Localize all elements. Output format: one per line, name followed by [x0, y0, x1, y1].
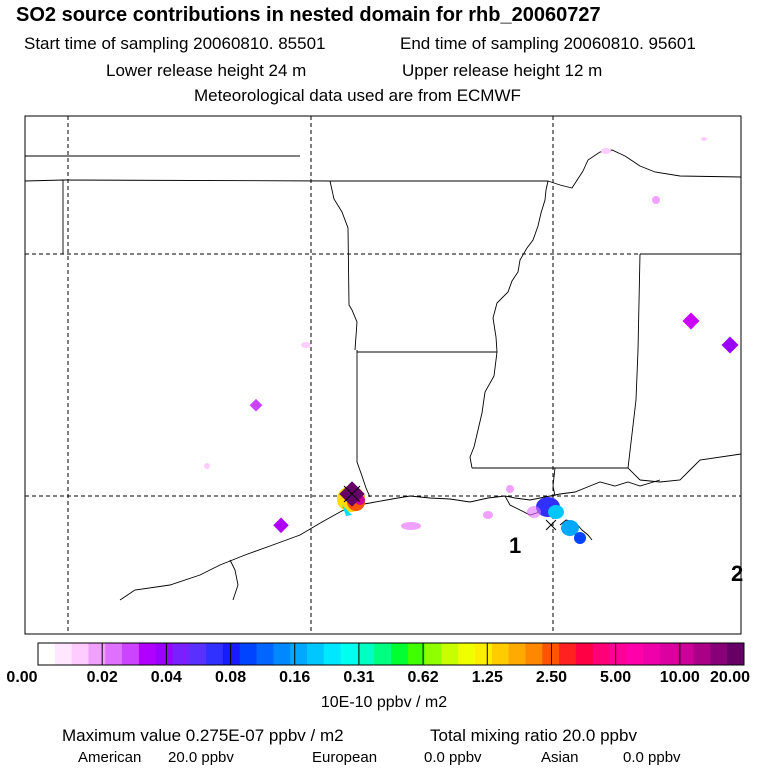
colorbar-tick-label: 5.00 — [600, 669, 632, 686]
colorbar-tick-label: 2.50 — [535, 669, 568, 686]
colorbar-swatch — [458, 643, 476, 665]
colorbar-tick-label: 0.08 — [214, 669, 247, 686]
marker-2-label: 2 — [731, 561, 744, 586]
colorbar-swatch — [609, 643, 627, 665]
colorbar-frame — [37, 642, 745, 666]
colorbar-swatch — [71, 643, 89, 665]
colorbar-swatch — [407, 643, 426, 665]
colorbar-swatch — [105, 643, 123, 665]
colorbar-tick-label: 0.62 — [407, 669, 439, 686]
european-value: 0.0 ppbv — [424, 749, 482, 766]
map-title: SO2 source contributions in nested domai… — [16, 4, 601, 26]
colorbar-swatch — [441, 643, 459, 665]
graticule — [25, 116, 741, 634]
colorbar-tick-label: 0.31 — [343, 669, 375, 686]
colorbar-swatch — [256, 643, 274, 665]
colorbar-swatch — [273, 643, 291, 665]
asian-value: 0.0 ppbv — [623, 749, 681, 766]
colorbar-swatch — [475, 643, 493, 665]
colorbar-swatch — [424, 643, 442, 665]
colorbar-tick-label: 0.00 — [6, 669, 38, 686]
american-value: 20.0 ppbv — [168, 749, 234, 766]
colorbar-swatch — [138, 643, 157, 665]
colorbar-swatch — [172, 643, 190, 665]
map-frame — [24, 115, 742, 635]
colorbar-swatch — [559, 643, 577, 665]
colorbar-swatch — [643, 643, 661, 665]
european-label: European — [312, 749, 378, 766]
colorbar-swatch — [491, 643, 510, 665]
colorbar-swatch — [659, 643, 678, 665]
colorbar-swatch — [206, 643, 224, 665]
total-mixing-ratio: Total mixing ratio 20.0 ppbv — [430, 726, 637, 745]
colorbar-swatch — [592, 643, 611, 665]
colorbar-tick-label: 0.02 — [86, 669, 118, 686]
colorbar-tick-label: 1.25 — [471, 669, 503, 686]
colorbar-tick-label: 0.16 — [279, 669, 311, 686]
colorbar-swatch — [189, 643, 207, 665]
asian-label: Asian — [541, 749, 579, 766]
colorbar — [37, 642, 745, 666]
colorbar-swatch — [323, 643, 342, 665]
american-label: American — [78, 749, 142, 766]
colorbar-swatch — [525, 643, 543, 665]
colorbar-swatch — [710, 643, 728, 665]
sampling-end: End time of sampling 20060810. 95601 — [400, 34, 696, 53]
colorbar-swatch — [38, 643, 56, 665]
colorbar-swatch — [542, 643, 560, 665]
colorbar-swatch — [693, 643, 711, 665]
colorbar-swatch — [155, 643, 173, 665]
colorbar-swatch — [54, 643, 73, 665]
colorbar-tick-label: 0.04 — [150, 669, 182, 686]
sampling-start: Start time of sampling 20060810. 85501 — [24, 34, 326, 53]
colorbar-swatch — [122, 643, 140, 665]
colorbar-swatch — [508, 643, 526, 665]
colorbar-swatch — [575, 643, 594, 665]
colorbar-swatch — [626, 643, 644, 665]
colorbar-tick-label: 20.00 — [709, 669, 751, 686]
colorbar-swatch — [676, 643, 695, 665]
state-borders — [24, 149, 742, 498]
marker-1-label: 1 — [509, 533, 522, 558]
release-lower: Lower release height 24 m — [106, 61, 307, 80]
colorbar-swatch — [222, 643, 241, 665]
colorbar-swatch — [357, 643, 375, 665]
colorbar-swatch — [391, 643, 409, 665]
colorbar-swatch — [239, 643, 258, 665]
colorbar-swatch — [727, 643, 745, 665]
colorbar-swatch — [340, 643, 358, 665]
colorbar-swatch — [88, 643, 106, 665]
colorbar-swatch — [374, 643, 392, 665]
colorbar-unit: 10E-10 ppbv / m2 — [320, 694, 448, 711]
met-note: Meteorological data used are from ECMWF — [194, 86, 521, 105]
plume-patches — [204, 137, 739, 544]
colorbar-swatch — [290, 643, 308, 665]
max-value: Maximum value 0.275E-07 ppbv / m2 — [62, 726, 344, 745]
colorbar-swatch — [306, 643, 325, 665]
colorbar-tick-label: 10.00 — [659, 669, 700, 686]
release-upper: Upper release height 12 m — [402, 61, 603, 80]
